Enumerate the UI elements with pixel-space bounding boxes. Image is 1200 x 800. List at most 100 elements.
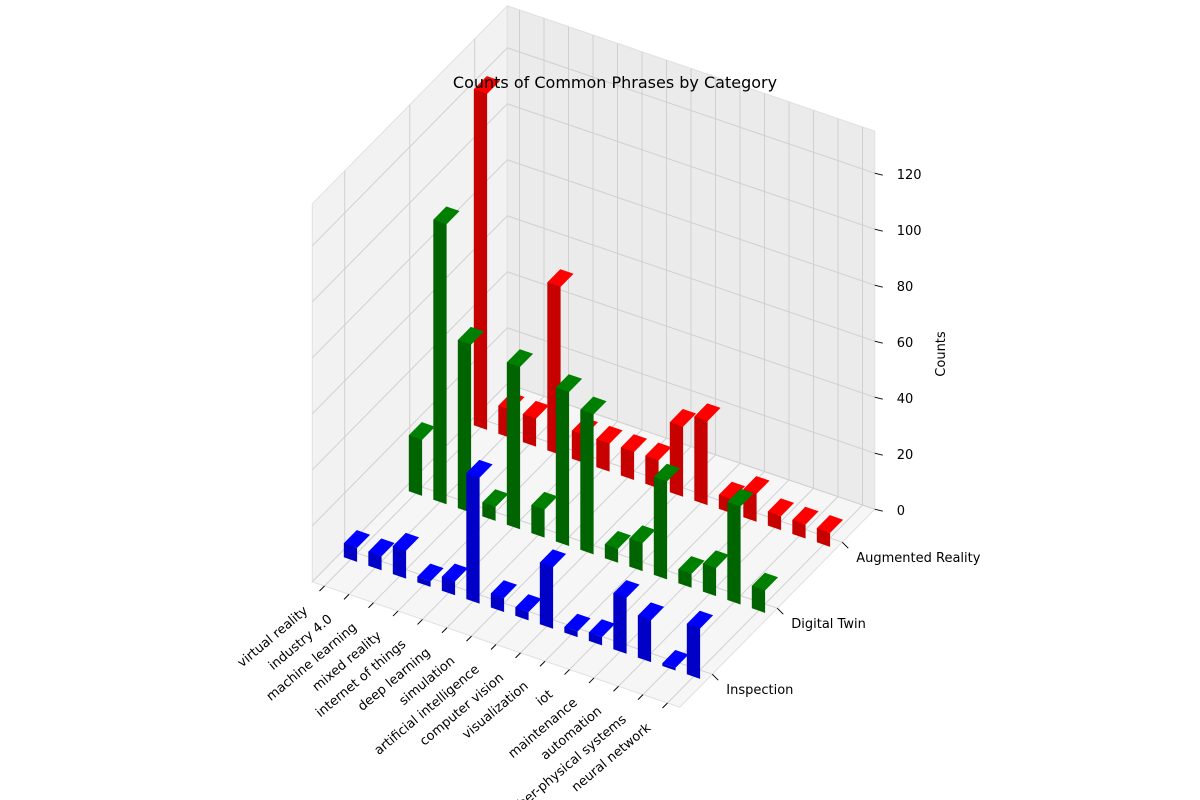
bar	[702, 550, 730, 597]
bar-top-face	[564, 613, 591, 632]
x-tick	[490, 644, 497, 650]
bar-front-face	[473, 89, 488, 430]
bar-top-face	[555, 374, 583, 392]
bar	[433, 206, 460, 505]
bar	[506, 349, 534, 530]
bar-top-face	[792, 506, 819, 525]
y-tick	[711, 673, 719, 681]
bar-front-face	[457, 340, 472, 513]
bar-front-face	[433, 219, 447, 505]
z-tick-label: 80	[897, 280, 914, 295]
bar	[368, 538, 395, 571]
bar-top-face	[580, 396, 607, 415]
bar-top-face	[473, 76, 501, 94]
bar-front-face	[629, 538, 643, 572]
bar	[392, 532, 420, 579]
chart-title: Counts of Common Phrases by Category	[453, 73, 777, 92]
bar-top-face	[457, 326, 485, 345]
x-tick	[588, 677, 595, 684]
bar-front-face	[620, 447, 635, 480]
bar	[522, 400, 550, 447]
bar	[637, 602, 665, 663]
bar-front-face	[727, 502, 741, 605]
bar-front-face	[368, 551, 382, 571]
bar	[580, 396, 607, 555]
bar-front-face	[596, 439, 610, 472]
bar	[343, 530, 371, 562]
bar-front-face	[637, 615, 652, 663]
bar-top-face	[490, 580, 518, 598]
x-tick-label: iot	[534, 687, 556, 709]
bar-front-face	[531, 505, 545, 538]
bar	[604, 531, 632, 563]
bar	[515, 594, 542, 621]
bar-front-face	[408, 435, 423, 496]
y-tick	[841, 541, 849, 549]
bar-top-face	[408, 422, 436, 440]
x-tick	[515, 652, 521, 659]
bar-front-face	[482, 502, 496, 521]
z-tick-label: 20	[897, 448, 914, 463]
bar	[408, 422, 436, 496]
bar-top-face	[613, 580, 640, 598]
bar	[751, 572, 779, 613]
bar	[662, 650, 689, 671]
bar-front-face	[490, 593, 505, 612]
z-gridline	[311, 103, 875, 303]
bar-front-face	[466, 473, 480, 604]
bar-front-face	[417, 576, 431, 587]
bar-front-face	[564, 627, 578, 638]
bar-front-face	[792, 520, 806, 539]
z-tick-label: 0	[897, 504, 905, 519]
bar-top-face	[466, 459, 493, 478]
bar-front-face	[515, 607, 529, 621]
bar-top-face	[767, 498, 795, 517]
bar-top-face	[392, 532, 420, 551]
z-gridline	[311, 215, 875, 415]
bar-front-face	[580, 409, 594, 555]
bar-top-face	[645, 442, 672, 461]
bar	[620, 434, 648, 480]
bar-front-face	[653, 476, 668, 580]
bar	[613, 580, 640, 654]
bar-top-face	[620, 434, 648, 452]
x-tick	[564, 669, 570, 675]
bar-top-face	[653, 463, 681, 482]
bar-front-face	[343, 543, 358, 562]
x-tick	[319, 585, 325, 592]
bar-top-face	[694, 403, 721, 422]
x-tick	[343, 594, 350, 600]
bar-top-face	[433, 206, 460, 225]
bar-front-face	[539, 562, 554, 629]
z-tick	[874, 396, 883, 400]
bar-top-face	[539, 549, 567, 568]
bar-front-face	[751, 585, 766, 613]
x-tick	[417, 619, 423, 625]
x-tick	[539, 660, 546, 667]
bar-top-face	[686, 610, 714, 629]
bar-top-face	[816, 515, 844, 533]
bar-top-face	[506, 349, 534, 367]
bar	[482, 489, 509, 521]
bar-top-face	[662, 650, 689, 668]
bar	[564, 613, 591, 638]
z-tick-label: 40	[897, 392, 914, 407]
bar	[417, 563, 444, 587]
bar-front-face	[686, 623, 701, 679]
z-gridline	[311, 327, 875, 527]
bar	[686, 610, 714, 679]
bar-front-face	[522, 414, 537, 447]
bar	[555, 374, 583, 546]
bar-top-face	[629, 525, 656, 544]
z-axis-label: Counts	[934, 331, 949, 377]
bar-top-face	[678, 556, 705, 574]
bar	[441, 563, 469, 596]
y-tick-label: Augmented Reality	[856, 551, 980, 566]
axes-panes	[311, 4, 876, 708]
bar-top-face	[637, 602, 665, 621]
bar-top-face	[547, 269, 574, 287]
bar-top-face	[441, 563, 469, 582]
bar	[653, 463, 681, 580]
bar-front-face	[441, 576, 456, 596]
